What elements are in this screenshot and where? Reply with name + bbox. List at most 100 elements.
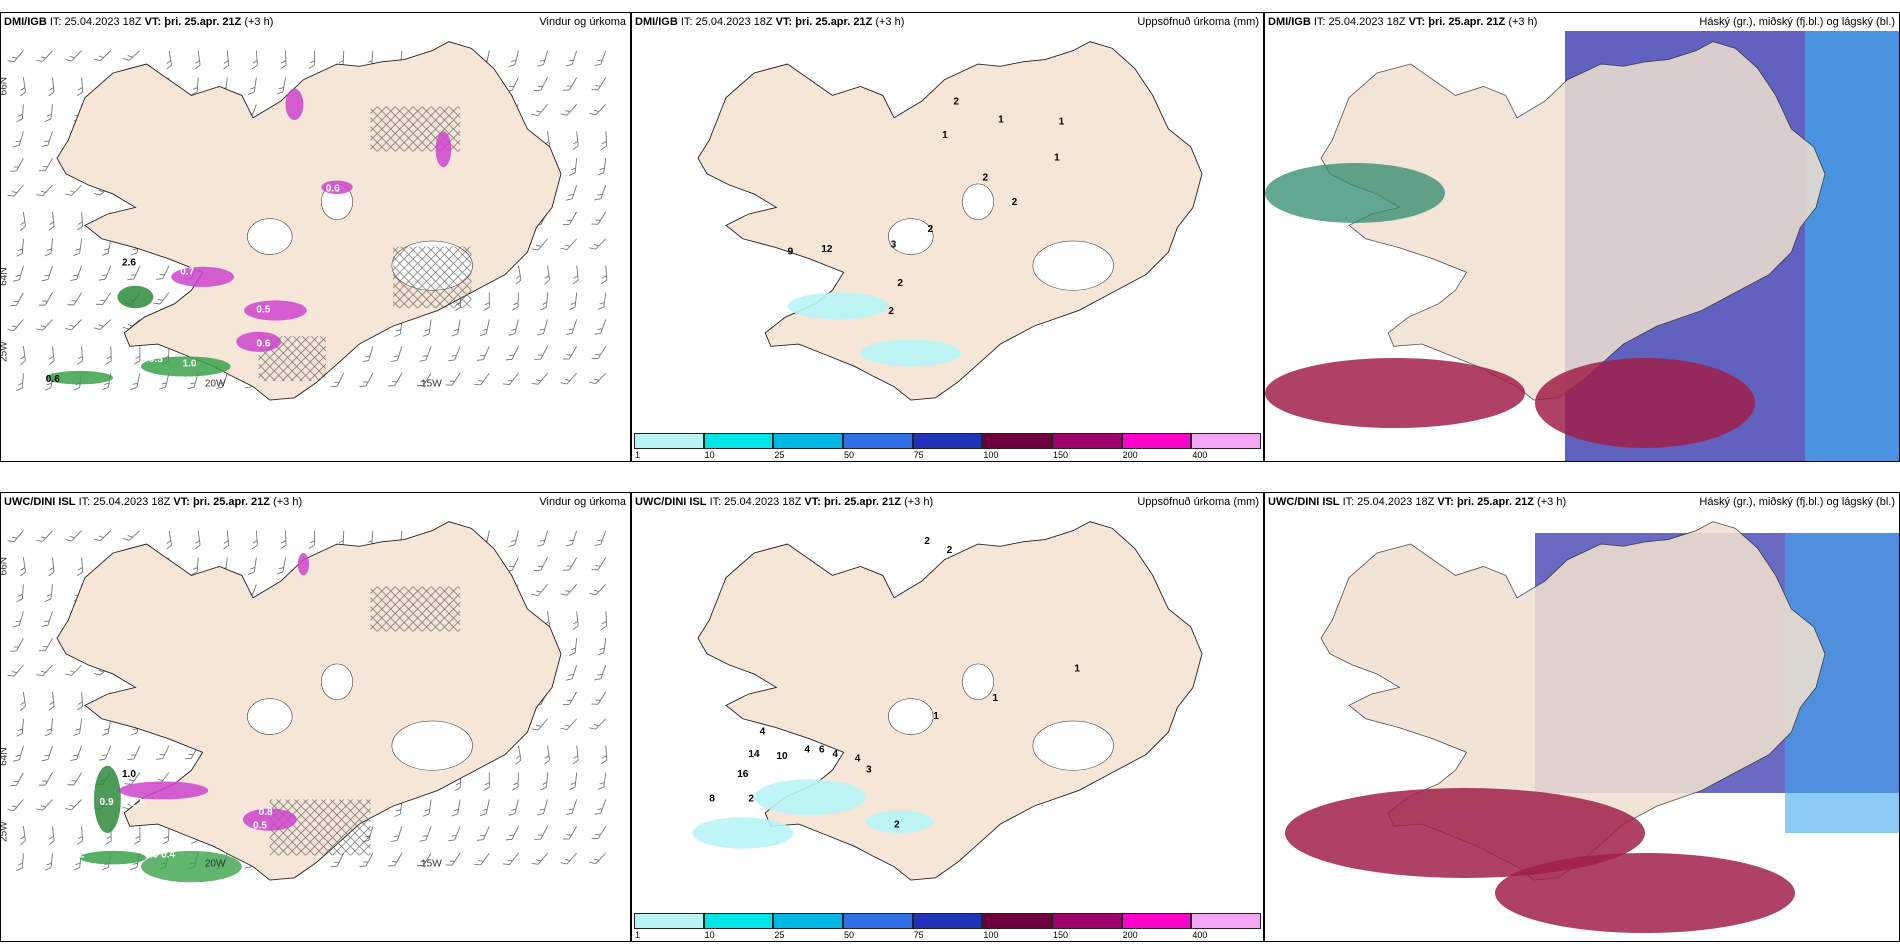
wind-barb	[588, 848, 607, 867]
wind-barb	[512, 265, 522, 285]
wind-barb	[44, 717, 53, 738]
wind-barb	[41, 609, 53, 629]
cloud-map	[1265, 31, 1899, 461]
wind-precip-map: 0.6 0.3 1.0 2.6 0.5 0.7 0.5 0.6 0.6 66N …	[1, 41, 608, 401]
wind-barb	[533, 554, 549, 574]
accum-value: 12	[821, 244, 833, 255]
wind-barb	[64, 180, 83, 199]
wind-barb	[38, 634, 53, 655]
legend-swatch	[982, 913, 1052, 929]
wind-barb	[445, 369, 461, 389]
wind-barb	[533, 74, 549, 94]
wind-barb	[46, 77, 55, 97]
wind-barb	[133, 825, 141, 845]
precip-value: 0.7	[180, 267, 194, 278]
panel-wind-precip-dmi: DMI/IGB IT: 25.04.2023 18Z VT: þri. 25.a…	[0, 12, 631, 462]
wind-barb	[593, 797, 607, 817]
wind-barb	[44, 583, 53, 603]
wind-barb	[511, 771, 519, 791]
wind-barb	[591, 208, 607, 228]
glacier	[247, 698, 293, 735]
accum-value: 3	[866, 765, 872, 776]
wind-barb	[591, 74, 607, 94]
wind-barb	[565, 797, 578, 817]
wind-barb	[599, 130, 608, 150]
wind-barb	[7, 46, 24, 65]
wind-barb	[508, 528, 519, 549]
accum-value: 2	[953, 96, 959, 107]
accum-value: 1	[933, 711, 939, 722]
wind-barb	[599, 745, 608, 765]
legend-tick: 25	[774, 930, 785, 940]
accum-value: 9	[788, 246, 794, 257]
precip-area-green	[93, 765, 121, 833]
precip-value: 0.9	[100, 797, 114, 808]
legend-swatch	[912, 913, 983, 929]
legend-tick: 75	[913, 930, 924, 940]
legend-swatch	[1191, 433, 1261, 449]
legend-tick: 400	[1192, 930, 1208, 940]
legend-tick: 100	[983, 930, 999, 940]
wind-barb	[562, 688, 578, 708]
wind-barb	[35, 526, 53, 545]
accum-value: 8	[709, 794, 715, 805]
wind-barb	[565, 662, 578, 683]
accum-value: 2	[947, 545, 953, 556]
glacier	[1032, 240, 1114, 291]
accum-precip-map: 2 2 1 1 1 4 14 10 4 6 4 4 3 8 16 2 2	[692, 521, 1203, 881]
wind-barb	[483, 292, 490, 311]
wind-barb	[473, 369, 490, 389]
accum-value: 10	[776, 751, 788, 762]
wind-barb	[599, 265, 608, 285]
wind-barb	[597, 636, 607, 657]
accum-area	[754, 779, 866, 816]
lat-label: 66N	[1, 557, 10, 576]
wind-barb	[190, 76, 199, 96]
wind-barb	[562, 823, 578, 843]
legend-swatch	[1191, 913, 1261, 929]
wind-barb	[540, 771, 549, 791]
wind-barb	[64, 660, 83, 679]
wind-barb	[12, 129, 24, 149]
wind-barb	[568, 157, 578, 177]
precip-area-green	[79, 850, 147, 865]
wind-barb	[75, 825, 84, 845]
accum-value: 1	[1059, 117, 1065, 128]
wind-barb	[565, 48, 578, 69]
wind-barb	[562, 208, 578, 228]
wind-barb	[35, 795, 53, 814]
accum-area	[787, 292, 889, 320]
wind-barb	[476, 823, 490, 844]
wind-barb	[419, 823, 432, 844]
wind-barb	[588, 580, 607, 598]
wind-barb	[570, 130, 580, 151]
wind-barb	[75, 345, 84, 365]
wind-barb	[16, 852, 24, 872]
precip-value: 0.6	[46, 374, 60, 385]
high-cloud	[1265, 358, 1525, 428]
precip-area-pink	[297, 553, 309, 576]
wind-barb	[17, 345, 27, 366]
wind-barb	[7, 526, 24, 545]
wind-barb	[447, 823, 461, 844]
wind-barb	[12, 609, 24, 629]
wind-barb	[330, 370, 345, 390]
legend-swatch	[634, 913, 704, 929]
glacier	[962, 663, 994, 701]
wind-barb	[93, 46, 112, 64]
wind-barb	[98, 743, 112, 763]
wind-barb	[505, 343, 519, 363]
wind-barb	[591, 688, 607, 708]
wind-barb	[362, 344, 374, 364]
wind-barb	[44, 103, 53, 123]
legend-tick: 400	[1192, 450, 1208, 460]
wind-barb	[250, 50, 259, 70]
wind-precip-map: 1.0 0.9 2.5 0.8 0.5 0.9 2.2 0.9 0.4 66N …	[1, 521, 608, 883]
wind-barb	[9, 289, 24, 309]
wind-barb	[565, 528, 578, 549]
wind-barb	[422, 318, 432, 338]
precip-value: 0.9	[144, 850, 158, 861]
wind-barb	[7, 315, 24, 334]
accum-value: 1	[942, 130, 948, 141]
legend-tick: 25	[774, 450, 785, 460]
